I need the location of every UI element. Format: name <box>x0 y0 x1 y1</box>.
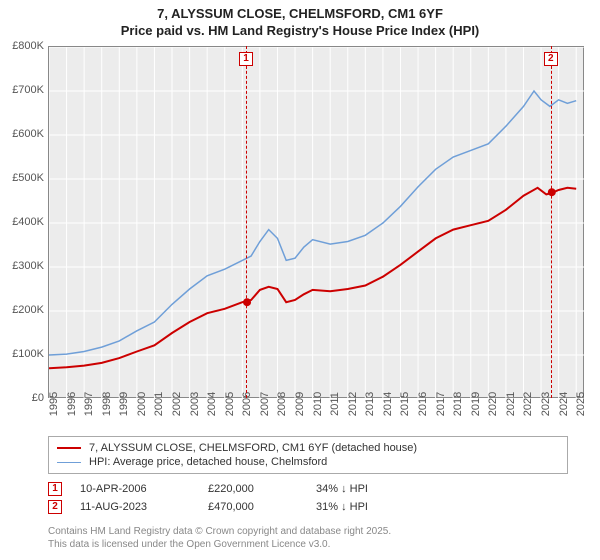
x-tick-label: 2004 <box>206 392 218 416</box>
footer-line-2: This data is licensed under the Open Gov… <box>48 538 391 551</box>
y-tick-label: £400K <box>0 216 44 228</box>
x-tick-label: 2000 <box>136 392 148 416</box>
y-tick-label: £300K <box>0 260 44 272</box>
transaction-pct-1: 34% ↓ HPI <box>316 483 426 495</box>
transaction-date-2: 11-AUG-2023 <box>80 501 190 513</box>
plot-area <box>48 46 584 398</box>
x-tick-label: 2011 <box>329 392 341 416</box>
y-tick-label: £600K <box>0 128 44 140</box>
x-tick-label: 2003 <box>189 392 201 416</box>
x-tick-label: 2025 <box>575 392 587 416</box>
x-tick-label: 2019 <box>470 392 482 416</box>
x-tick-label: 1998 <box>101 392 113 416</box>
x-tick-label: 2010 <box>312 392 324 416</box>
title-line-1: 7, ALYSSUM CLOSE, CHELMSFORD, CM1 6YF <box>0 6 600 23</box>
y-tick-label: £200K <box>0 304 44 316</box>
transaction-num-box-1: 1 <box>48 482 62 496</box>
legend-label-hpi: HPI: Average price, detached house, Chel… <box>89 456 327 468</box>
legend-swatch-hpi <box>57 462 81 463</box>
x-tick-label: 1995 <box>48 392 60 416</box>
transaction-price-2: £470,000 <box>208 501 298 513</box>
legend-item-hpi: HPI: Average price, detached house, Chel… <box>57 455 559 469</box>
y-tick-label: £700K <box>0 84 44 96</box>
x-tick-label: 2007 <box>259 392 271 416</box>
transaction-num-box-2: 2 <box>48 500 62 514</box>
footer-attribution: Contains HM Land Registry data © Crown c… <box>48 525 391 551</box>
x-tick-label: 2001 <box>153 392 165 416</box>
legend: 7, ALYSSUM CLOSE, CHELMSFORD, CM1 6YF (d… <box>48 436 568 474</box>
x-tick-label: 2008 <box>276 392 288 416</box>
x-tick-label: 2018 <box>452 392 464 416</box>
transaction-marker-box: 1 <box>239 52 253 66</box>
transaction-vline <box>246 46 247 398</box>
chart-title: 7, ALYSSUM CLOSE, CHELMSFORD, CM1 6YF Pr… <box>0 0 600 42</box>
chart-container: { "title": { "line1": "7, ALYSSUM CLOSE,… <box>0 0 600 560</box>
legend-label-price-paid: 7, ALYSSUM CLOSE, CHELMSFORD, CM1 6YF (d… <box>89 442 417 454</box>
y-tick-label: £0 <box>0 392 44 404</box>
transaction-row-2: 2 11-AUG-2023 £470,000 31% ↓ HPI <box>48 498 426 516</box>
transaction-table: 1 10-APR-2006 £220,000 34% ↓ HPI 2 11-AU… <box>48 480 426 516</box>
x-tick-label: 2009 <box>294 392 306 416</box>
x-tick-label: 2016 <box>417 392 429 416</box>
x-tick-label: 1999 <box>118 392 130 416</box>
x-tick-label: 1996 <box>66 392 78 416</box>
y-tick-label: £100K <box>0 348 44 360</box>
x-tick-label: 2022 <box>522 392 534 416</box>
x-tick-label: 2012 <box>347 392 359 416</box>
x-tick-label: 2024 <box>558 392 570 416</box>
x-tick-label: 2020 <box>487 392 499 416</box>
legend-swatch-price-paid <box>57 447 81 449</box>
plot-svg <box>49 47 585 399</box>
x-tick-label: 2014 <box>382 392 394 416</box>
x-tick-label: 2015 <box>399 392 411 416</box>
transaction-marker-box: 2 <box>544 52 558 66</box>
y-tick-label: £500K <box>0 172 44 184</box>
x-tick-label: 2017 <box>435 392 447 416</box>
x-tick-label: 2006 <box>241 392 253 416</box>
x-tick-label: 2013 <box>364 392 376 416</box>
x-tick-label: 2021 <box>505 392 517 416</box>
transaction-vline <box>551 46 552 398</box>
transaction-price-1: £220,000 <box>208 483 298 495</box>
y-tick-label: £800K <box>0 40 44 52</box>
footer-line-1: Contains HM Land Registry data © Crown c… <box>48 525 391 538</box>
x-tick-label: 2005 <box>224 392 236 416</box>
x-tick-label: 1997 <box>83 392 95 416</box>
legend-item-price-paid: 7, ALYSSUM CLOSE, CHELMSFORD, CM1 6YF (d… <box>57 441 559 455</box>
transaction-date-1: 10-APR-2006 <box>80 483 190 495</box>
title-line-2: Price paid vs. HM Land Registry's House … <box>0 23 600 40</box>
transaction-row-1: 1 10-APR-2006 £220,000 34% ↓ HPI <box>48 480 426 498</box>
x-tick-label: 2002 <box>171 392 183 416</box>
transaction-pct-2: 31% ↓ HPI <box>316 501 426 513</box>
